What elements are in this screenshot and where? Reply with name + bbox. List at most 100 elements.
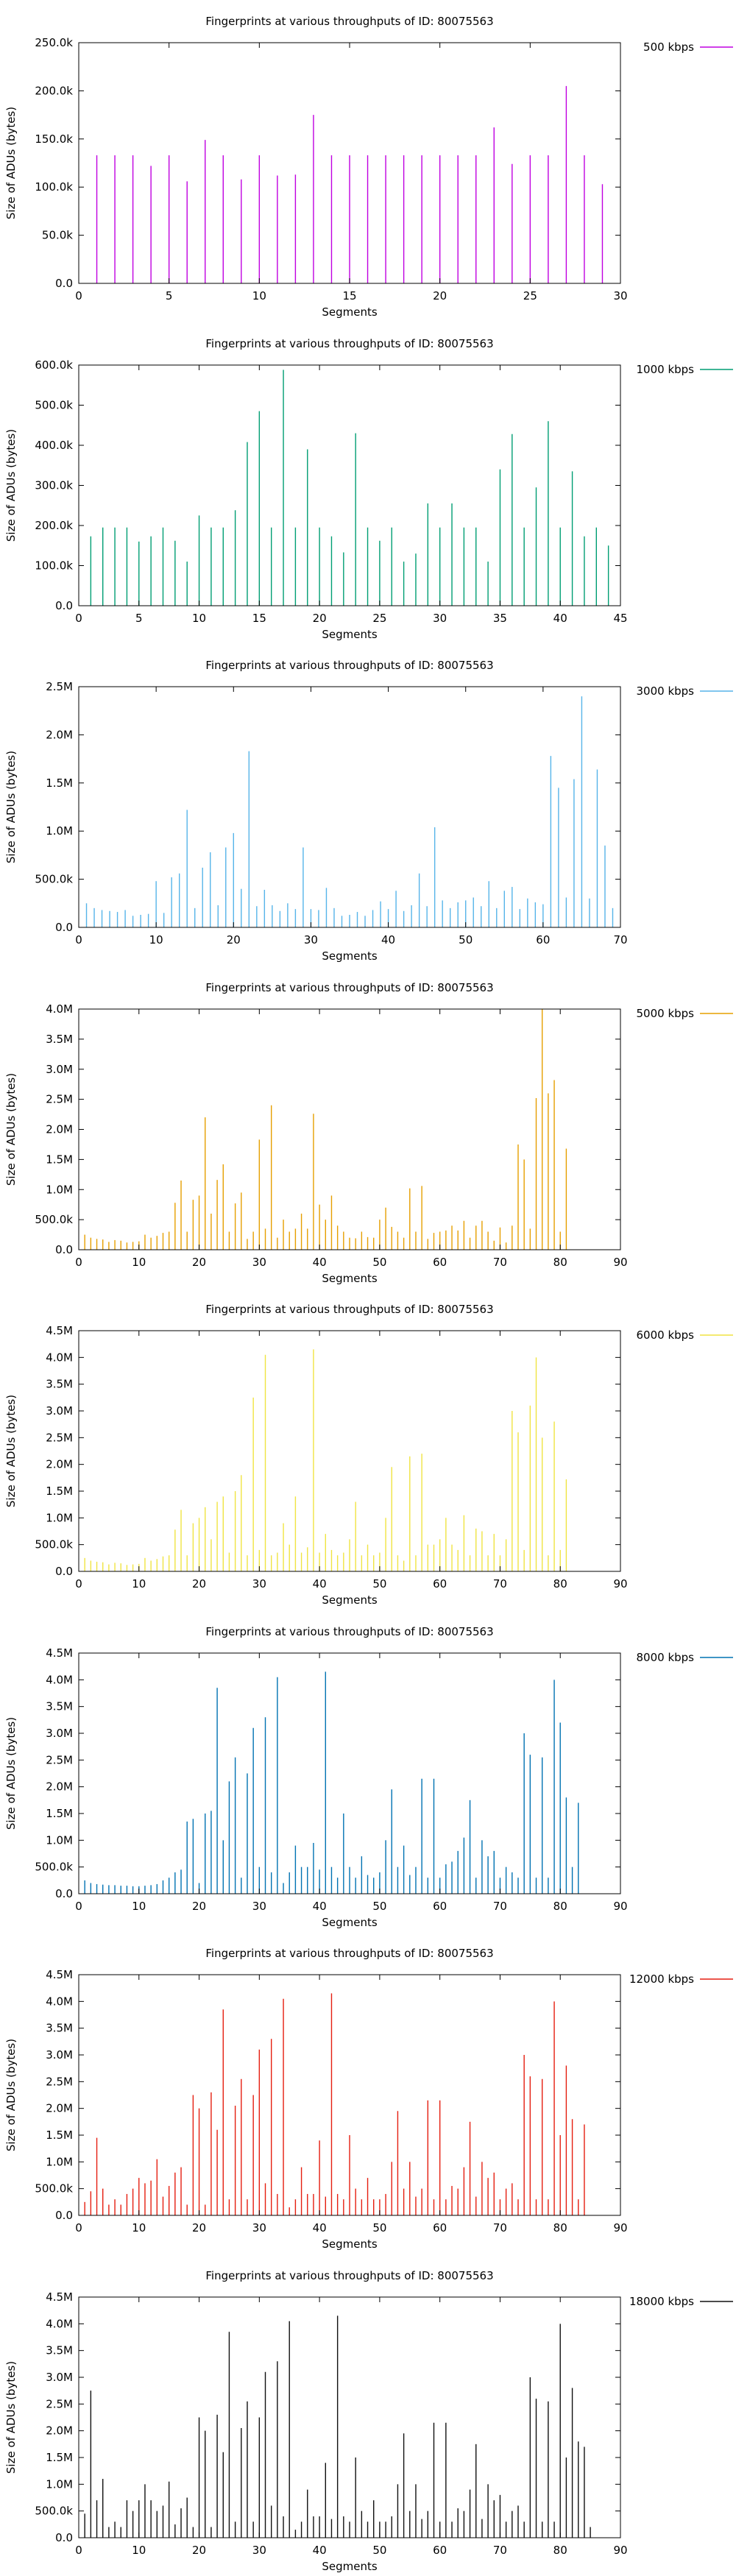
plot-frame [78,1652,621,1894]
y-tick-label: 300.0k [35,478,73,492]
x-axis-label: Segments [322,305,378,319]
x-axis-label: Segments [322,2560,378,2573]
y-tick-label: 0.0 [55,2209,73,2222]
y-tick-label: 250.0k [35,36,73,49]
y-axis-label: Size of ADUs (bytes) [4,428,18,541]
plot-frame [78,1008,621,1250]
x-tick-label: 30 [252,1577,266,1590]
x-tick-label: 10 [192,612,206,625]
x-tick-label: 15 [252,612,266,625]
x-tick-label: 0 [75,1900,82,1913]
x-tick-label: 0 [75,612,82,625]
legend-label: 12000 kbps [629,1972,694,1986]
y-tick-label: 3.0M [46,1404,73,1418]
y-tick-label: 600.0k [35,358,73,372]
y-tick-label: 0.0 [55,1887,73,1900]
x-axis-label: Segments [322,949,378,963]
chart-title: Fingerprints at various throughputs of I… [205,337,493,350]
x-tick-label: 30 [433,612,447,625]
legend-label: 18000 kbps [629,2295,694,2308]
x-tick-label: 25 [523,289,537,302]
plot-frame [78,1974,621,2216]
y-tick-label: 3.5M [46,1032,73,1045]
y-tick-label: 1.0M [46,2155,73,2168]
x-tick-label: 45 [613,612,627,625]
x-tick-label: 80 [553,1900,567,1913]
y-tick-label: 100.0k [35,559,73,572]
x-tick-label: 0 [75,2544,82,2557]
x-tick-label: 40 [313,1256,327,1269]
chart-panel: Fingerprints at various throughputs of I… [0,0,736,322]
chart-panel: Fingerprints at various throughputs of I… [0,2254,736,2576]
chart-panel: Fingerprints at various throughputs of I… [0,966,736,1289]
chart-title: Fingerprints at various throughputs of I… [205,1625,493,1638]
x-tick-label: 90 [613,1256,627,1269]
y-tick-label: 3.0M [46,1062,73,1075]
y-tick-label: 2.5M [46,1431,73,1444]
chart-svg: Fingerprints at various throughputs of I… [4,337,733,641]
x-tick-label: 40 [381,933,395,946]
y-tick-label: 4.5M [46,1324,73,1337]
y-tick-label: 0.0 [55,277,73,290]
x-tick-label: 50 [372,2544,386,2557]
chart-svg: Fingerprints at various throughputs of I… [4,2269,733,2573]
x-tick-label: 60 [433,1900,447,1913]
y-tick-label: 1.5M [46,2451,73,2464]
x-tick-label: 80 [553,1256,567,1269]
y-tick-label: 3.5M [46,1378,73,1391]
x-tick-label: 0 [75,289,82,302]
chart-svg: Fingerprints at various throughputs of I… [4,659,733,963]
chart-title: Fingerprints at various throughputs of I… [205,1947,493,1960]
x-tick-label: 50 [372,1256,386,1269]
x-tick-label: 70 [493,2544,507,2557]
chart-title: Fingerprints at various throughputs of I… [205,1303,493,1316]
x-tick-label: 35 [493,612,507,625]
y-tick-label: 50.0k [42,229,73,242]
x-tick-label: 5 [135,612,143,625]
y-tick-label: 2.0M [46,728,73,741]
y-tick-label: 0.0 [55,1565,73,1578]
y-tick-label: 500.0k [35,398,73,411]
y-tick-label: 2.0M [46,1122,73,1136]
y-tick-label: 1.0M [46,1511,73,1524]
chart-panel: Fingerprints at various throughputs of I… [0,1932,736,2254]
y-axis-label: Size of ADUs (bytes) [4,107,18,219]
y-tick-label: 2.5M [46,1753,73,1766]
x-tick-label: 70 [493,1900,507,1913]
x-tick-label: 70 [493,1577,507,1590]
chart-svg: Fingerprints at various throughputs of I… [4,1625,733,1929]
chart-panel: Fingerprints at various throughputs of I… [0,644,736,966]
x-tick-label: 40 [313,2221,327,2234]
y-tick-label: 0.0 [55,921,73,934]
y-tick-label: 4.0M [46,1995,73,2008]
x-tick-label: 60 [433,2544,447,2557]
legend-label: 8000 kbps [637,1651,695,1664]
y-tick-label: 4.5M [46,1646,73,1660]
y-tick-label: 2.5M [46,680,73,693]
y-tick-label: 500.0k [35,1213,73,1226]
y-tick-label: 500.0k [35,2504,73,2517]
y-tick-label: 1.5M [46,2129,73,2142]
y-tick-label: 4.0M [46,1351,73,1364]
x-tick-label: 40 [553,612,567,625]
y-tick-label: 0.0 [55,1243,73,1256]
y-tick-label: 1.0M [46,1183,73,1196]
y-tick-label: 400.0k [35,439,73,452]
legend-label: 3000 kbps [637,684,695,698]
y-tick-label: 3.5M [46,2343,73,2357]
x-tick-label: 30 [613,289,627,302]
y-tick-label: 150.0k [35,132,73,146]
y-tick-label: 4.5M [46,2290,73,2304]
chart-panel: Fingerprints at various throughputs of I… [0,1610,736,1933]
x-tick-label: 30 [252,2544,266,2557]
y-tick-label: 500.0k [35,1538,73,1551]
chart-panel: Fingerprints at various throughputs of I… [0,1288,736,1610]
x-tick-label: 60 [433,1577,447,1590]
x-tick-label: 60 [536,933,550,946]
x-tick-label: 70 [493,2221,507,2234]
y-tick-label: 1.0M [46,2477,73,2491]
x-tick-label: 0 [75,933,82,946]
y-tick-label: 500.0k [35,2182,73,2195]
y-tick-label: 3.5M [46,2022,73,2035]
y-tick-label: 500.0k [35,873,73,886]
